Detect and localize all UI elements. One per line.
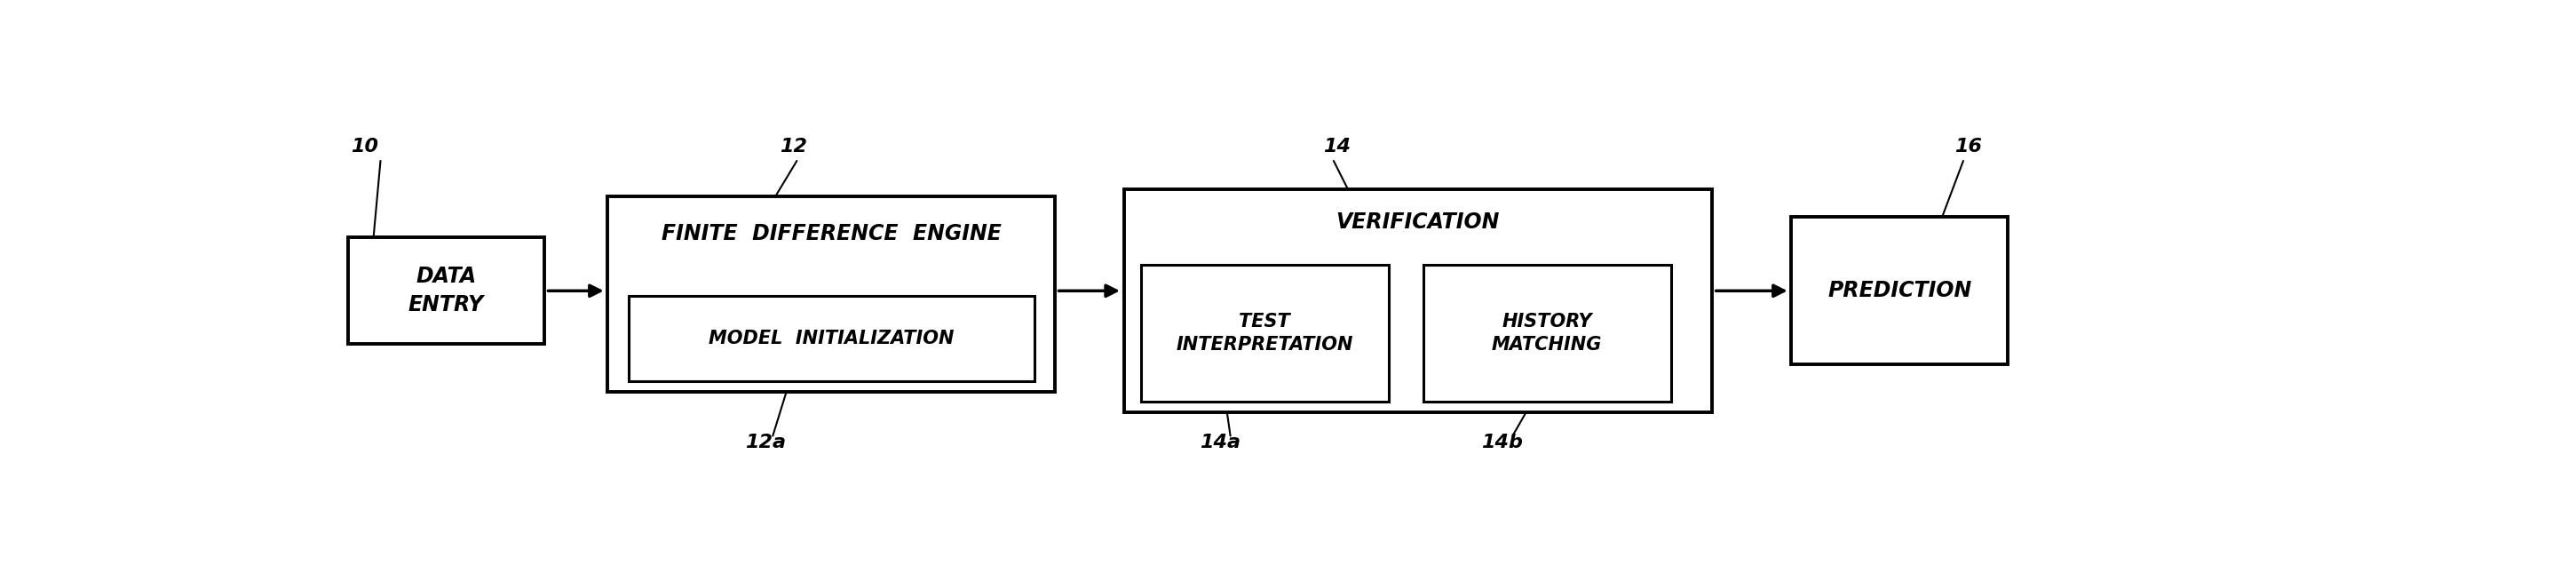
Bar [348, 237, 544, 343]
Bar [1141, 265, 1388, 402]
Text: 12a: 12a [744, 434, 786, 452]
Text: HISTORY
MATCHING: HISTORY MATCHING [1492, 313, 1602, 354]
Text: 16: 16 [1955, 138, 1981, 155]
Text: DATA
ENTRY: DATA ENTRY [410, 266, 484, 315]
Text: TEST
INTERPRETATION: TEST INTERPRETATION [1177, 313, 1352, 354]
Text: VERIFICATION: VERIFICATION [1337, 212, 1499, 233]
Text: 10: 10 [350, 138, 379, 155]
Bar [1422, 265, 1672, 402]
Bar [608, 196, 1056, 392]
Bar [1790, 217, 2009, 364]
Text: 14a: 14a [1200, 434, 1239, 452]
Text: FINITE  DIFFERENCE  ENGINE: FINITE DIFFERENCE ENGINE [662, 223, 1002, 244]
Text: MODEL  INITIALIZATION: MODEL INITIALIZATION [708, 329, 953, 347]
Text: PREDICTION: PREDICTION [1826, 280, 1971, 301]
Bar [1123, 190, 1713, 412]
Text: 14: 14 [1324, 138, 1350, 155]
Bar [629, 296, 1033, 381]
Text: 12: 12 [781, 138, 806, 155]
Text: 14b: 14b [1481, 434, 1522, 452]
